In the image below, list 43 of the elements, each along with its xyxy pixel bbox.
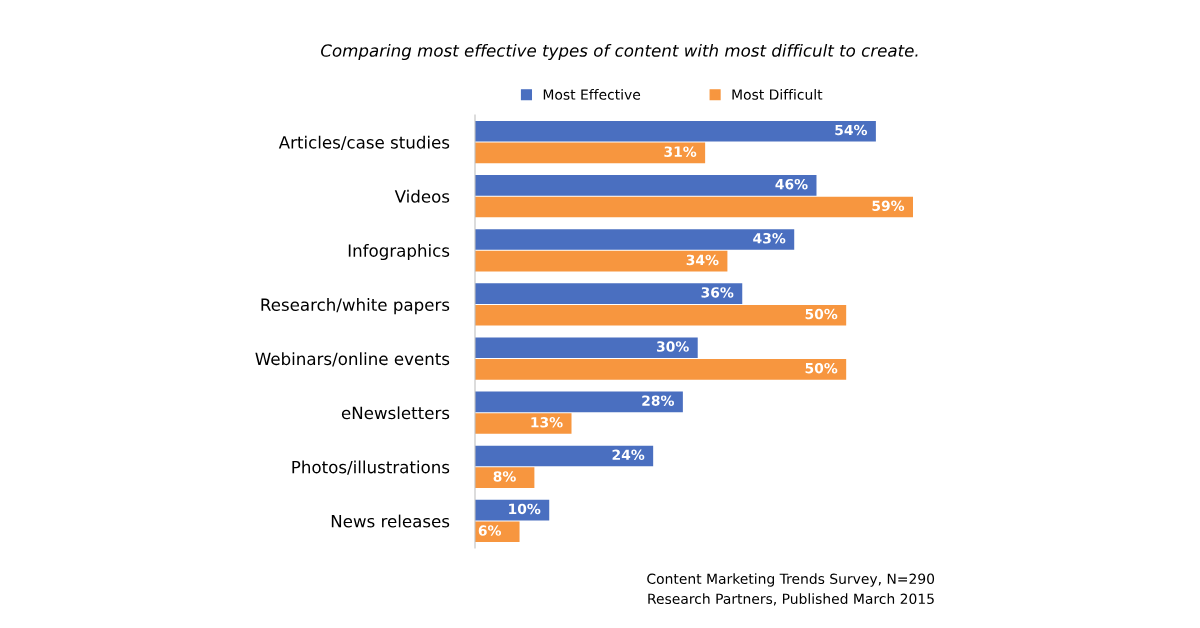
bar bbox=[475, 229, 795, 250]
bar bbox=[475, 337, 698, 359]
y-tick-label: eNewsletters bbox=[341, 406, 450, 420]
bar bbox=[475, 250, 728, 272]
data-label: 6% bbox=[478, 525, 502, 536]
data-label: 30% bbox=[656, 341, 689, 352]
y-tick-label: Videos bbox=[394, 189, 450, 203]
bar bbox=[475, 142, 706, 164]
bar bbox=[475, 304, 847, 326]
y-tick-label: News releases bbox=[331, 514, 450, 528]
y-tick-label: Webinars/online events bbox=[255, 352, 450, 367]
bar bbox=[475, 413, 572, 434]
data-label: 31% bbox=[664, 146, 697, 157]
y-tick-label: Photos/illustrations bbox=[292, 460, 450, 475]
legend-label: Most Difficult bbox=[732, 89, 823, 100]
data-label: 10% bbox=[509, 503, 541, 515]
y-tick-label: Articles/case studies bbox=[278, 135, 450, 150]
bar bbox=[475, 283, 743, 304]
data-label: 54% bbox=[835, 124, 868, 136]
bar bbox=[475, 120, 876, 142]
data-label: 34% bbox=[686, 254, 719, 266]
chart-title: Comparing most effective types of content with most difficult to create. bbox=[321, 43, 918, 61]
bar bbox=[475, 196, 913, 218]
data-label: 50% bbox=[805, 362, 838, 374]
data-label: 43% bbox=[753, 233, 786, 244]
y-tick-label: Research/white papers bbox=[261, 298, 450, 315]
bar bbox=[475, 467, 535, 488]
legend-label: Most Effective bbox=[543, 89, 641, 100]
data-label: 46% bbox=[775, 178, 808, 190]
data-label: 59% bbox=[872, 200, 905, 212]
bar bbox=[475, 175, 817, 196]
text: Content Marketing Trends Survey, N=290 bbox=[647, 573, 935, 587]
data-label: 36% bbox=[701, 287, 734, 298]
data-label: 8% bbox=[493, 471, 516, 482]
y-tick-label: Infographics bbox=[348, 243, 450, 261]
data-label: 24% bbox=[612, 449, 645, 461]
text: Research Partners, Published March 2015 bbox=[648, 593, 934, 606]
bar bbox=[475, 445, 654, 467]
bar bbox=[475, 391, 683, 413]
bar bbox=[475, 359, 847, 380]
data-label: 13% bbox=[531, 417, 563, 428]
data-label: 50% bbox=[805, 308, 838, 320]
data-label: 28% bbox=[642, 395, 674, 406]
